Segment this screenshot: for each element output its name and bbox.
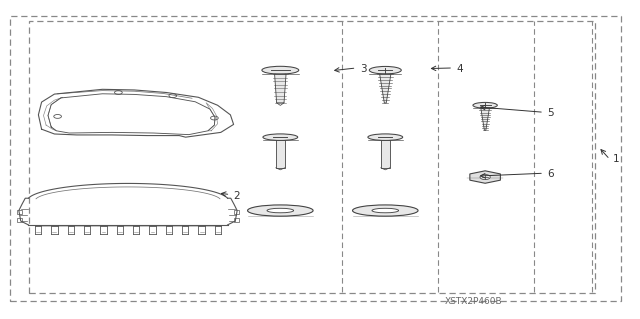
Ellipse shape [369, 66, 401, 74]
Polygon shape [470, 171, 500, 183]
Polygon shape [275, 74, 286, 103]
Ellipse shape [372, 208, 399, 213]
Polygon shape [481, 108, 490, 130]
Bar [10, 16, 621, 301]
Bar [234, 210, 239, 214]
Ellipse shape [267, 208, 294, 213]
Ellipse shape [353, 205, 418, 216]
Ellipse shape [248, 205, 313, 216]
Circle shape [480, 174, 490, 180]
Text: 6: 6 [547, 169, 554, 179]
Ellipse shape [473, 102, 497, 108]
Polygon shape [276, 140, 285, 168]
Text: 5: 5 [547, 108, 554, 118]
Ellipse shape [368, 134, 403, 140]
Ellipse shape [263, 134, 298, 140]
Bar [234, 218, 239, 222]
Bar [17, 218, 22, 222]
Ellipse shape [262, 66, 299, 74]
Polygon shape [381, 140, 390, 168]
Text: 3: 3 [360, 63, 366, 74]
Polygon shape [380, 74, 391, 103]
Text: 1: 1 [613, 154, 620, 165]
Text: 4: 4 [456, 63, 463, 74]
Bar [29, 21, 595, 293]
Bar [17, 210, 22, 214]
Text: 2: 2 [234, 191, 240, 201]
Text: XSTX2P460B: XSTX2P460B [445, 297, 502, 306]
